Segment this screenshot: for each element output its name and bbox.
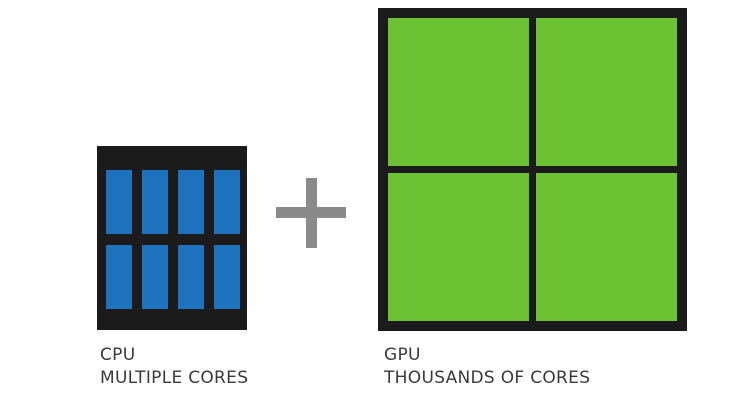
gpu-core-block: [536, 173, 677, 321]
gpu-core-block: [388, 173, 529, 321]
plus-vertical-bar: [306, 178, 317, 248]
cpu-core: [106, 245, 132, 309]
gpu-label: GPU THOUSANDS OF CORES: [384, 344, 590, 390]
cpu-core: [178, 170, 204, 234]
cpu-title: CPU: [100, 345, 136, 365]
cpu-core: [214, 170, 240, 234]
cpu-core: [142, 170, 168, 234]
gpu-title: GPU: [384, 345, 421, 365]
cpu-subtitle: MULTIPLE CORES: [100, 367, 249, 388]
gpu-core-block: [536, 18, 677, 166]
cpu-chip: [97, 146, 247, 330]
cpu-core: [178, 245, 204, 309]
gpu-chip: [378, 8, 687, 331]
cpu-core: [142, 245, 168, 309]
gpu-core-block: [388, 18, 529, 166]
cpu-label: CPU MULTIPLE CORES: [100, 344, 248, 390]
cpu-core: [106, 170, 132, 234]
gpu-subtitle: THOUSANDS OF CORES: [384, 367, 591, 388]
cpu-core: [214, 245, 240, 309]
